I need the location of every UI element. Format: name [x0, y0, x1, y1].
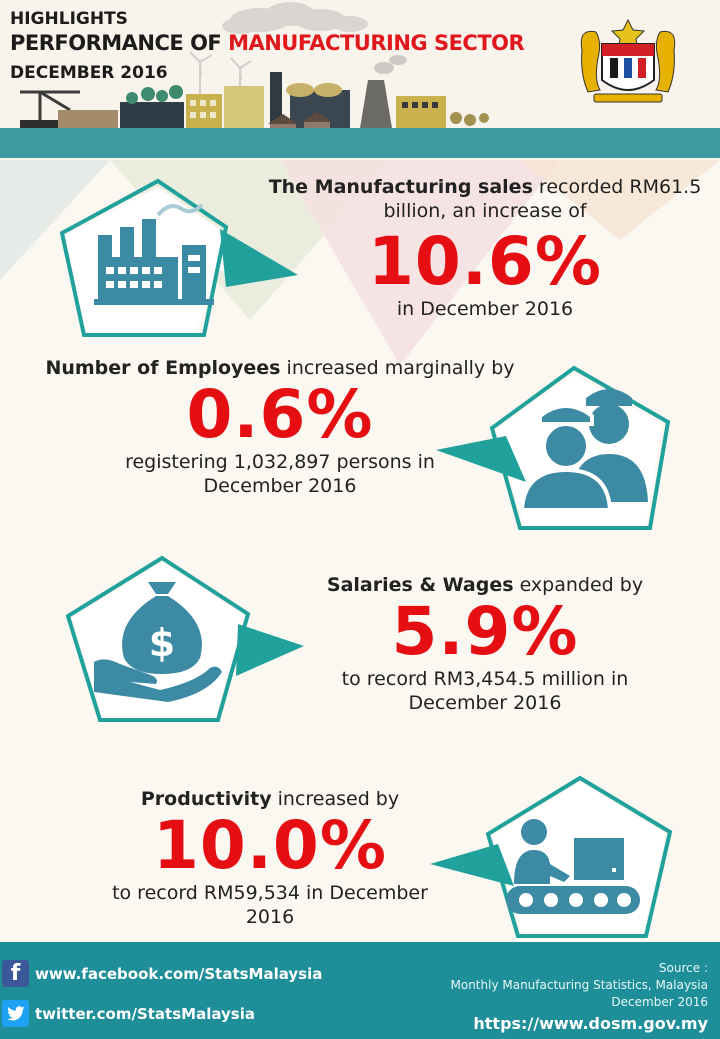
footer: f www.facebook.com/StatsMalaysia twitter… — [0, 942, 720, 1039]
header-banner: HIGHLIGHTS PERFORMANCE OF MANUFACTURING … — [0, 0, 720, 160]
employees-highlight: Number of Employees increased marginally… — [20, 356, 540, 498]
productivity-figure: 10.0% — [153, 807, 387, 884]
factory-icon — [59, 178, 298, 337]
productivity-lead-bold: Productivity — [140, 788, 272, 810]
salaries-lead-bold: Salaries & Wages — [326, 574, 514, 596]
sales-lead-rest: recorded RM61.5 — [532, 176, 702, 198]
source-note: Source : Monthly Manufacturing Statistic… — [451, 960, 709, 1011]
svg-text:$: $ — [149, 621, 175, 665]
salaries-tail1: to record RM3,454.5 million in — [341, 668, 629, 690]
website-link[interactable]: https://www.dosm.gov.my — [473, 1014, 708, 1033]
facebook-icon: f — [2, 960, 29, 987]
salaries-highlight: Salaries & Wages expanded by 5.9% to rec… — [300, 573, 670, 715]
page-title: PERFORMANCE OF MANUFACTURING SECTOR — [10, 31, 525, 55]
highlights-label: HIGHLIGHTS — [10, 9, 128, 29]
title-highlight: MANUFACTURING SECTOR — [228, 31, 525, 55]
sales-tail: in December 2016 — [396, 298, 574, 320]
facebook-handle[interactable]: www.facebook.com/StatsMalaysia — [35, 964, 323, 983]
coat-of-arms-icon — [580, 18, 676, 103]
report-period: DECEMBER 2016 — [10, 63, 168, 83]
salaries-lead-rest: expanded by — [513, 574, 644, 596]
employees-lead-rest: increased marginally by — [280, 357, 515, 379]
source-label: Source : — [658, 961, 708, 975]
employees-tail2: December 2016 — [203, 475, 357, 497]
employees-tail1: registering 1,032,897 persons in — [125, 451, 435, 473]
source-name: Monthly Manufacturing Statistics, Malays… — [450, 978, 709, 992]
sales-highlight: The Manufacturing sales recorded RM61.5 … — [250, 175, 720, 321]
productivity-tail2: 2016 — [245, 906, 295, 928]
money-bag-hand-icon: $ — [65, 555, 304, 722]
facebook-link[interactable]: f www.facebook.com/StatsMalaysia — [2, 960, 322, 987]
productivity-tail1: to record RM59,534 in December — [112, 882, 428, 904]
twitter-handle[interactable]: twitter.com/StatsMalaysia — [35, 1004, 255, 1023]
salaries-tail2: December 2016 — [408, 692, 562, 714]
employees-figure: 0.6% — [186, 376, 374, 453]
twitter-link[interactable]: twitter.com/StatsMalaysia — [2, 1000, 255, 1027]
workers-icon — [436, 365, 671, 530]
worker-conveyor-icon — [430, 775, 673, 938]
sales-lead-bold: The Manufacturing sales — [268, 176, 533, 198]
source-period: December 2016 — [611, 995, 708, 1009]
productivity-highlight: Productivity increased by 10.0% to recor… — [80, 787, 460, 929]
employees-lead-bold: Number of Employees — [45, 357, 281, 379]
twitter-icon — [2, 1000, 29, 1027]
title-prefix: PERFORMANCE OF — [10, 31, 229, 55]
sales-line2: billion, an increase of — [383, 200, 587, 222]
background-shapes — [0, 160, 720, 365]
sales-figure: 10.6% — [368, 223, 602, 300]
industrial-skyline-illustration — [20, 2, 489, 156]
productivity-lead-rest: increased by — [271, 788, 400, 810]
header-stripe — [0, 128, 720, 158]
salaries-figure: 5.9% — [391, 593, 579, 670]
